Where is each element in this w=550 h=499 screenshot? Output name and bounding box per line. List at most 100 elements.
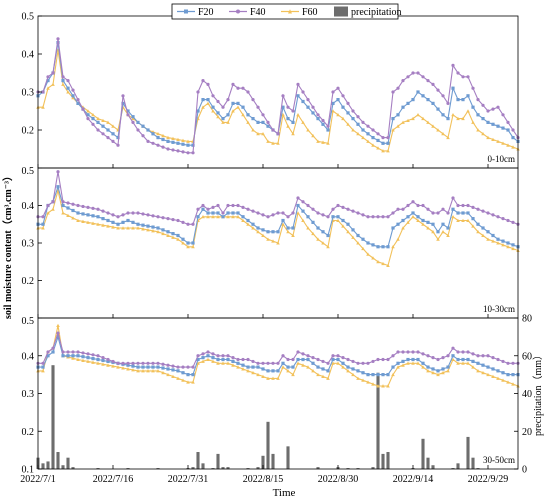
series-F60 — [36, 188, 520, 267]
point-F40 — [191, 222, 195, 226]
point-F60 — [126, 226, 130, 230]
y-tick-label: 0.3 — [22, 389, 35, 400]
point-F60 — [101, 362, 105, 366]
point-F60 — [151, 369, 155, 373]
point-F60 — [481, 370, 485, 375]
point-F60 — [211, 359, 215, 363]
point-F40 — [356, 211, 360, 215]
point-F60 — [401, 120, 405, 124]
point-F40 — [81, 204, 85, 209]
point-F60 — [236, 214, 240, 219]
point-F20 — [416, 357, 420, 362]
point-F40 — [241, 357, 245, 362]
point-F40 — [96, 354, 100, 358]
point-F20 — [421, 218, 425, 223]
point-F20 — [106, 128, 110, 132]
point-F40 — [466, 203, 470, 208]
point-F40 — [76, 350, 80, 354]
point-F40 — [181, 365, 185, 369]
point-F60 — [246, 222, 250, 226]
point-F40 — [91, 206, 95, 210]
series-F40 — [36, 170, 520, 226]
point-F60 — [451, 214, 455, 219]
point-F20 — [346, 222, 350, 226]
point-F60 — [206, 101, 210, 105]
point-F60 — [196, 361, 200, 365]
point-F40 — [126, 113, 130, 117]
point-F20 — [271, 369, 275, 373]
point-F20 — [211, 356, 215, 360]
point-F60 — [336, 113, 340, 117]
x-tick-label: 2022/7/16 — [93, 474, 134, 485]
point-F40 — [321, 213, 325, 217]
point-F60 — [96, 116, 100, 121]
point-F20 — [206, 211, 210, 215]
point-F60 — [461, 361, 465, 365]
point-F20 — [306, 357, 310, 362]
point-F60 — [146, 369, 150, 373]
point-F60 — [201, 359, 205, 363]
point-F60 — [251, 226, 255, 230]
point-F20 — [441, 222, 445, 226]
point-F20 — [126, 363, 130, 367]
point-F20 — [436, 107, 440, 111]
point-F40 — [106, 211, 110, 215]
legend-entry-F20: F20 — [177, 7, 214, 18]
point-F40 — [231, 82, 235, 86]
precipitation-bar — [371, 467, 375, 469]
point-F20 — [386, 373, 390, 377]
point-F60 — [451, 113, 455, 117]
point-F20 — [311, 111, 315, 115]
point-F20 — [471, 105, 475, 109]
point-F40 — [276, 211, 280, 215]
point-F20 — [166, 230, 170, 234]
point-F60 — [241, 218, 245, 222]
y-tick-label: 0.2 — [22, 276, 35, 287]
chart-panels: 0.20.30.40.50-10cm0.20.30.40.510-30cm0.1… — [22, 12, 533, 476]
point-F40 — [286, 105, 290, 109]
legend-swatch — [334, 6, 348, 17]
point-F20 — [381, 373, 385, 377]
point-F40 — [61, 75, 65, 79]
point-F60 — [346, 369, 350, 373]
point-F40 — [446, 101, 450, 105]
panel-0-10cm: 0.2 0.3 0.4 0.5 0-10cm — [22, 12, 520, 169]
point-F40 — [346, 207, 350, 211]
point-F20 — [306, 105, 310, 109]
point-F40 — [111, 359, 115, 364]
point-F60 — [156, 132, 160, 136]
point-F20 — [161, 228, 165, 232]
x-tick-label: 2022/7/1 — [20, 474, 56, 485]
point-F60 — [101, 223, 105, 227]
point-F60 — [336, 361, 340, 365]
point-F20 — [351, 367, 355, 371]
point-F20 — [76, 354, 80, 358]
point-F60 — [366, 380, 370, 384]
point-F40 — [506, 218, 510, 223]
panel-30-50cm: 0.1 0.2 0.3 0.4 0.5 0 20 40 60 80 30-50cm — [22, 314, 533, 476]
point-F40 — [281, 211, 285, 215]
point-F40 — [296, 82, 300, 86]
point-F60 — [341, 365, 345, 369]
point-F40 — [71, 88, 75, 92]
point-F60 — [341, 116, 345, 121]
point-F60 — [501, 141, 505, 145]
precipitation-bar — [316, 467, 320, 469]
point-F40 — [456, 350, 460, 354]
point-F20 — [416, 215, 420, 219]
point-F20 — [61, 203, 65, 208]
legend-marker — [236, 9, 240, 14]
point-F40 — [116, 361, 120, 365]
point-F40 — [476, 354, 480, 358]
point-F60 — [411, 361, 415, 365]
point-F40 — [421, 203, 425, 208]
point-F60 — [171, 374, 175, 379]
point-F40 — [201, 203, 205, 208]
point-F20 — [176, 141, 180, 145]
point-F40 — [131, 120, 135, 124]
point-F20 — [231, 101, 235, 105]
point-F20 — [106, 359, 110, 364]
point-F40 — [401, 79, 405, 83]
y2-tick-label: 80 — [522, 314, 532, 325]
point-F40 — [146, 361, 150, 365]
